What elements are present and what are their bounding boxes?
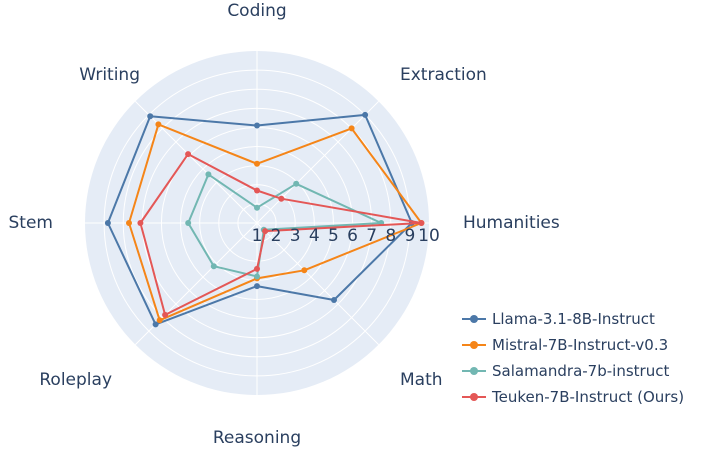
data-point — [185, 220, 192, 226]
legend-swatch — [462, 365, 486, 377]
data-point — [137, 220, 144, 226]
legend-swatch-dot — [470, 393, 478, 401]
legend: Llama-3.1-8B-Instruct Mistral-7B-Instruct… — [462, 306, 718, 410]
data-point — [126, 220, 132, 226]
data-point — [254, 265, 260, 272]
data-point — [147, 113, 154, 120]
data-point — [185, 151, 192, 158]
angular-gridline — [135, 101, 258, 224]
series-3 — [137, 151, 425, 318]
legend-swatch-dot — [470, 367, 478, 375]
radial-tick-label: 9 — [404, 226, 415, 246]
axis-label-stem: Stem — [9, 213, 53, 233]
series-1 — [126, 121, 425, 324]
legend-swatch — [462, 313, 486, 325]
axis-label-writing: Writing — [79, 65, 140, 85]
radar-series — [104, 111, 425, 328]
data-point — [254, 187, 260, 194]
axis-label-reasoning: Reasoning — [213, 428, 301, 448]
legend-label: Teuken-7B-Instruct (Ours) — [492, 388, 685, 406]
legend-swatch-dot — [470, 341, 478, 349]
data-point — [205, 171, 212, 178]
data-point — [156, 317, 163, 324]
legend-label: Mistral-7B-Instruct-v0.3 — [492, 336, 669, 354]
axis-label-math: Math — [400, 370, 443, 390]
data-point — [254, 122, 260, 129]
legend-swatch-dot — [470, 315, 478, 323]
data-point — [155, 121, 162, 128]
axis-label-humanities: Humanities — [463, 213, 560, 233]
axis-label-extraction: Extraction — [400, 65, 487, 85]
axis-label-roleplay: Roleplay — [39, 370, 112, 390]
data-point — [362, 111, 369, 118]
legend-item[interactable]: Llama-3.1-8B-Instruct — [462, 306, 718, 332]
data-point — [331, 297, 337, 303]
legend-item[interactable]: Teuken-7B-Instruct (Ours) — [462, 384, 718, 410]
data-point — [254, 273, 260, 280]
radial-tick-label: 10 — [418, 226, 440, 246]
data-point — [254, 283, 260, 290]
data-point — [262, 228, 269, 235]
legend-item[interactable]: Salamandra-7b-instruct — [462, 358, 718, 384]
angular-gridline — [256, 222, 379, 345]
legend-swatch — [462, 391, 486, 403]
radial-tick-label: 5 — [328, 226, 339, 246]
legend-item[interactable]: Mistral-7B-Instruct-v0.3 — [462, 332, 718, 358]
legend-label: Llama-3.1-8B-Instruct — [492, 310, 655, 328]
radial-tick-label: 4 — [309, 226, 320, 246]
radial-tick-label: 8 — [385, 226, 396, 246]
data-point — [104, 220, 111, 226]
radial-tick-label: 3 — [290, 226, 301, 246]
data-point — [348, 125, 355, 132]
legend-label: Salamandra-7b-instruct — [492, 362, 670, 380]
data-point — [301, 267, 308, 274]
radial-tick-label: 1 — [252, 226, 263, 246]
radial-tick-label: 2 — [271, 226, 282, 246]
data-point — [254, 160, 260, 167]
axis-label-coding: Coding — [227, 1, 286, 21]
radar-labels: Humanities Extraction Coding Writing Stem Rol… — [9, 1, 560, 448]
data-point — [210, 263, 217, 270]
angular-gridline — [256, 101, 379, 224]
data-point — [293, 180, 300, 187]
data-point — [278, 195, 285, 202]
legend-swatch — [462, 339, 486, 351]
data-point — [418, 220, 425, 226]
radial-tick-label: 7 — [366, 226, 377, 246]
data-point — [162, 311, 169, 318]
data-point — [152, 321, 159, 328]
data-point — [254, 204, 260, 211]
radial-tick-label: 6 — [347, 226, 358, 246]
